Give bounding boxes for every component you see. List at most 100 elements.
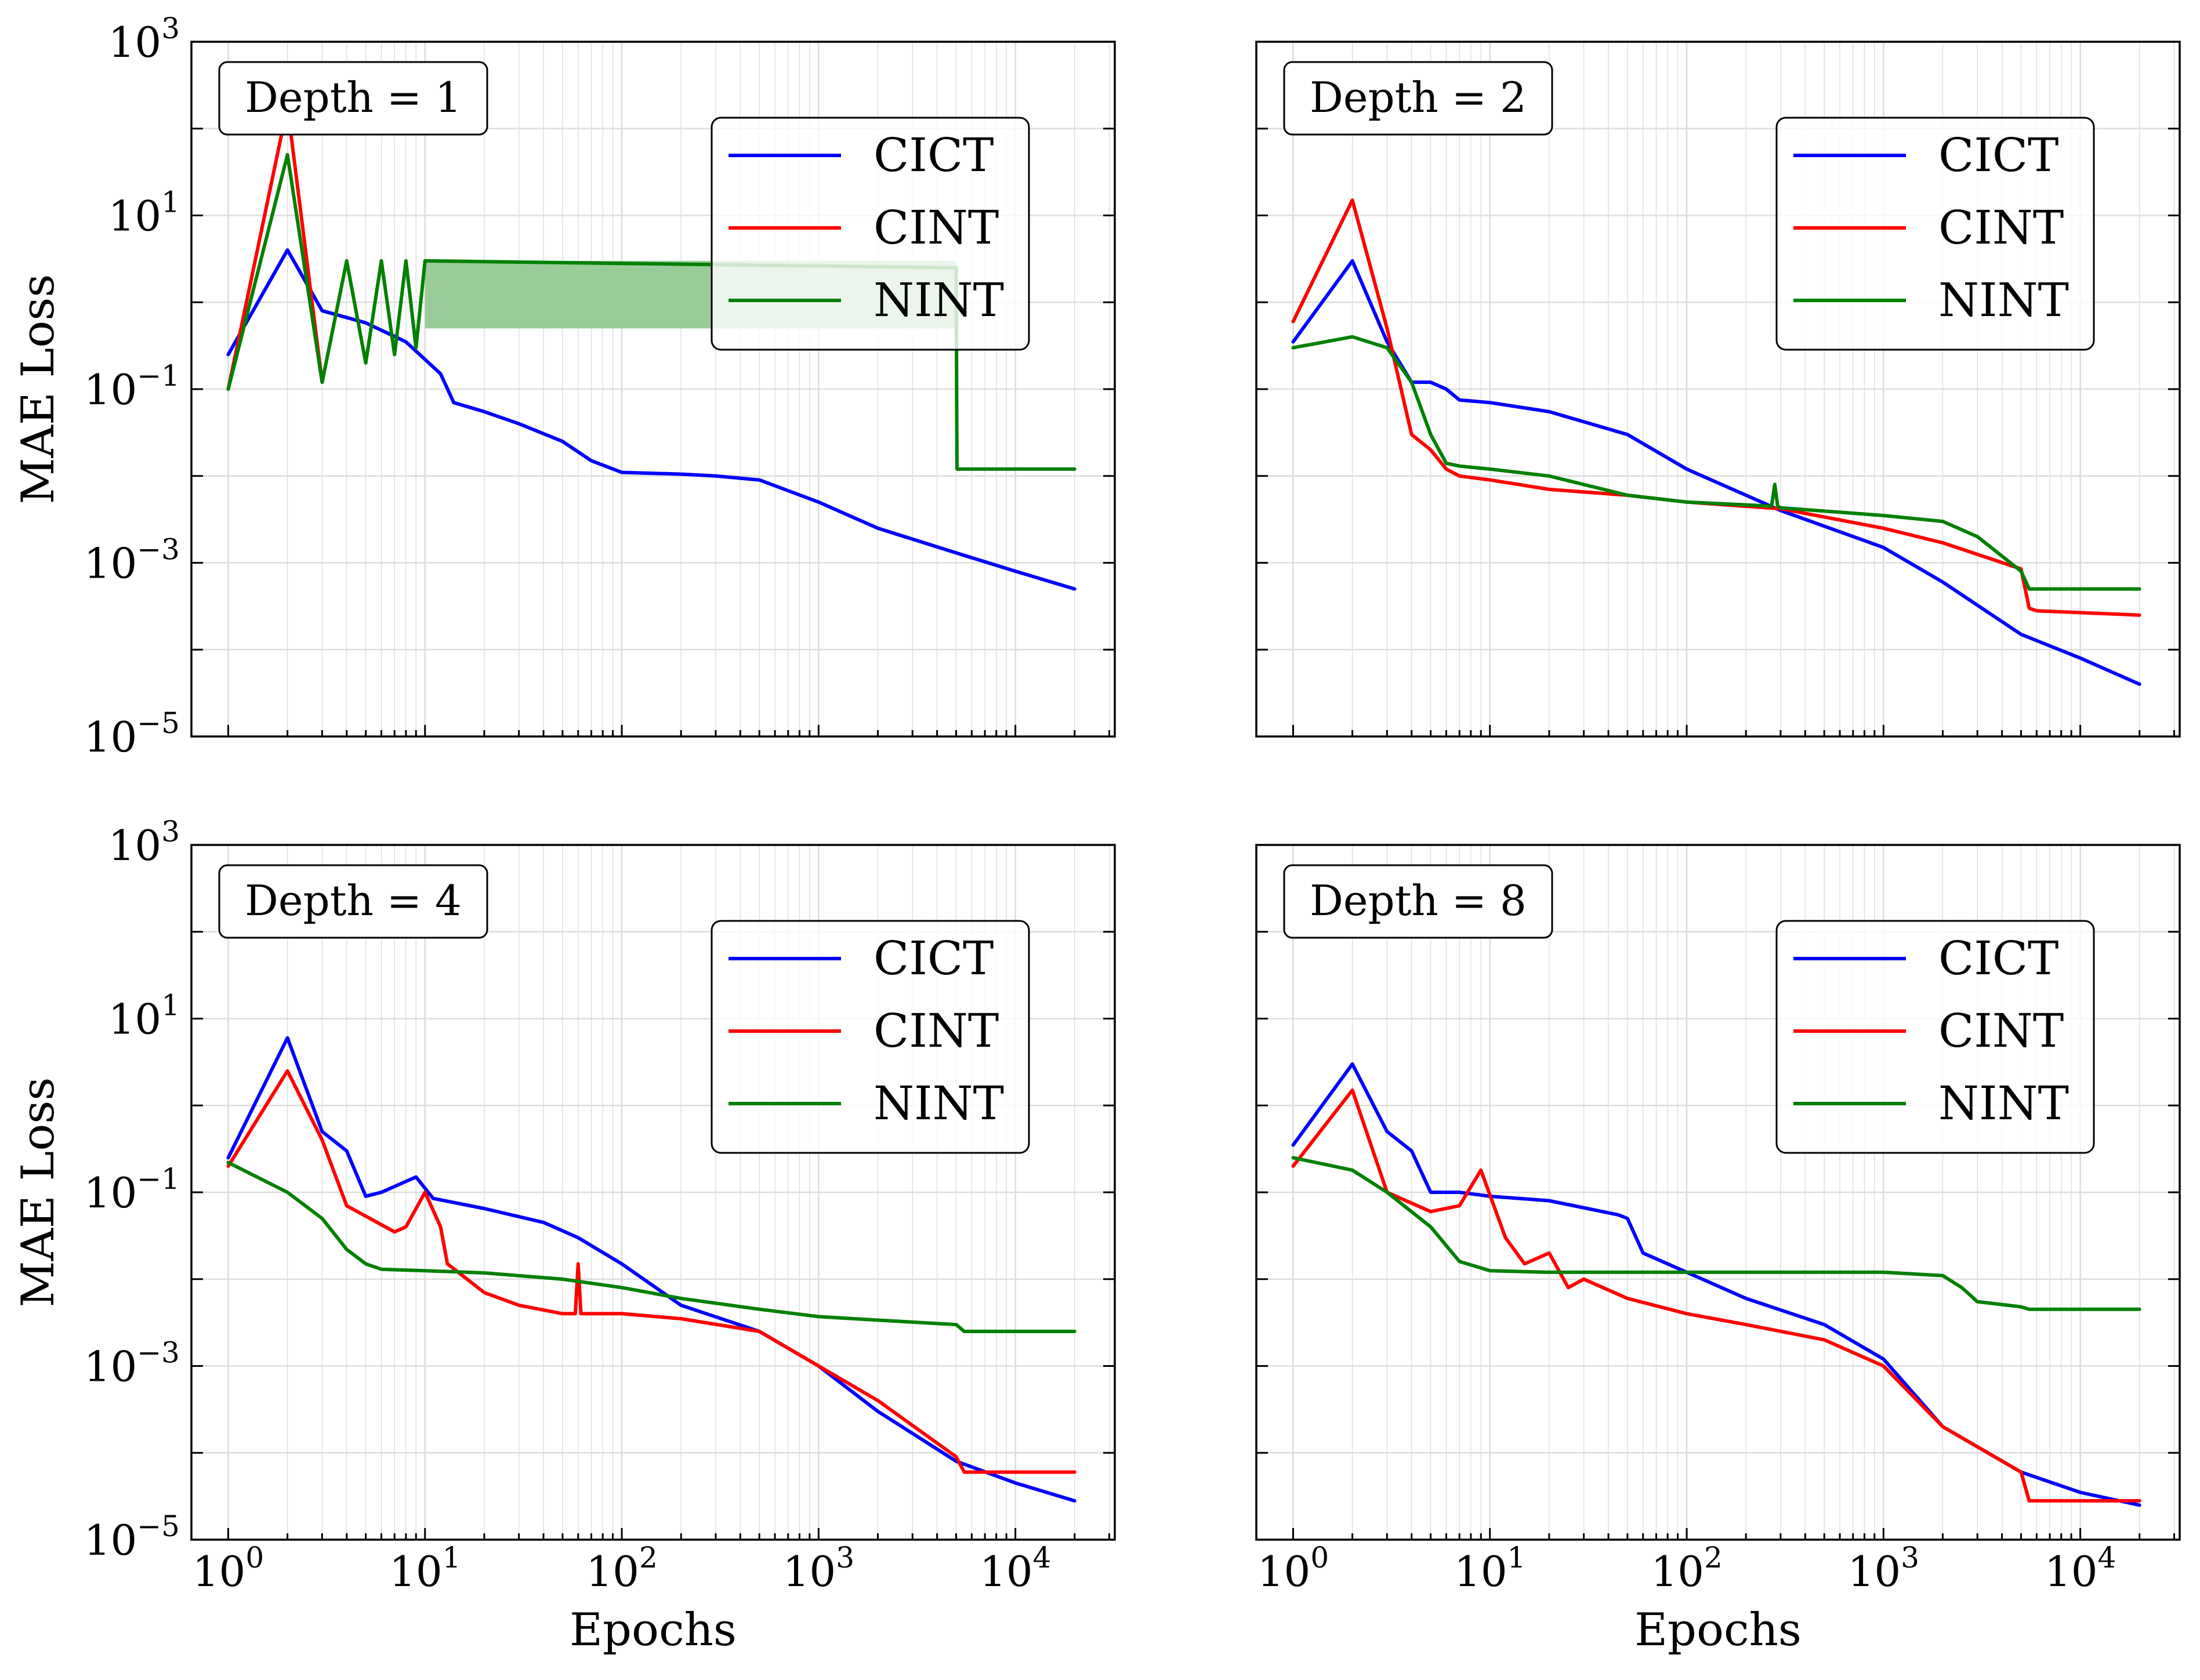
- legend-box: [1775, 920, 2095, 1154]
- series-group: [1291, 1062, 2141, 1507]
- legend-label-cict: CICT: [1938, 128, 2058, 182]
- y-tick-exponent: 1: [161, 989, 180, 1022]
- y-tick-base: 10: [108, 995, 162, 1044]
- series-cint-line: [226, 104, 324, 391]
- y-tick-base: 10: [108, 18, 162, 67]
- legend: CICT CINT NINT: [711, 920, 1030, 1154]
- series-cict-line: [226, 1036, 1077, 1503]
- y-tick-exponent: −3: [137, 1336, 180, 1370]
- y-tick-base: 10: [108, 192, 162, 241]
- legend-label-cict: CICT: [1938, 931, 2058, 985]
- x-tick-exponent: 0: [1310, 1541, 1329, 1574]
- x-tick-label: 102: [586, 1541, 657, 1596]
- legend-label-nint: NINT: [874, 273, 1004, 327]
- x-tick-exponent: 1: [1507, 1541, 1526, 1574]
- x-tick-exponent: 4: [2098, 1541, 2116, 1574]
- y-tick-label: 10−5: [84, 706, 180, 761]
- x-tick-exponent: 3: [836, 1541, 854, 1574]
- y-tick-label: 101: [108, 989, 180, 1044]
- x-axis-label: Epochs: [1634, 1604, 1802, 1656]
- legend-label-cint: CINT: [874, 201, 999, 255]
- series-nint-line: [226, 1160, 1077, 1333]
- x-tick-base: 10: [1454, 1547, 1507, 1596]
- x-tick-base: 10: [389, 1547, 443, 1596]
- y-tick-exponent: 3: [161, 815, 180, 848]
- x-tick-base: 10: [586, 1547, 639, 1596]
- y-tick-base: 10: [84, 365, 137, 414]
- panel-title-box: [1283, 864, 1553, 939]
- legend-box: [711, 117, 1030, 351]
- x-tick-exponent: 3: [1901, 1541, 1919, 1574]
- tick-marks: [191, 844, 1115, 1541]
- series-cint-line: [226, 1069, 1077, 1474]
- legend: CICT CINT NINT: [1775, 117, 2095, 351]
- y-tick-exponent: −1: [137, 1162, 180, 1196]
- y-tick-base: 10: [84, 1169, 137, 1217]
- chart-panel-3: 100 101 102 103 104Epochs10−510−310−1101103M…: [12, 815, 1116, 1656]
- x-tick-base: 10: [1848, 1547, 1901, 1596]
- panel-title: Depth = 8: [1310, 876, 1527, 925]
- x-tick-label: 104: [2045, 1541, 2116, 1596]
- y-tick-label: 10−5: [84, 1510, 180, 1565]
- x-tick-label: 100: [193, 1541, 264, 1596]
- series-nint-line: [1291, 1156, 2141, 1311]
- x-tick-exponent: 0: [245, 1541, 264, 1574]
- tick-marks: [191, 41, 1115, 738]
- legend-label-nint: NINT: [1938, 1076, 2069, 1130]
- y-tick-label: 10−3: [84, 533, 180, 588]
- x-tick-label: 103: [1848, 1541, 1919, 1596]
- y-tick-base: 10: [84, 1342, 137, 1391]
- x-tick-base: 10: [783, 1547, 836, 1596]
- legend-label-cict: CICT: [874, 128, 994, 182]
- legend-box: [1775, 117, 2095, 351]
- legend: CICT CINT NINT: [711, 117, 1030, 351]
- y-tick-exponent: −5: [137, 706, 180, 740]
- legend-label-nint: NINT: [1938, 273, 2069, 327]
- y-tick-base: 10: [84, 539, 137, 588]
- series-group: [226, 1036, 1077, 1503]
- panel-title-box: [1283, 61, 1553, 136]
- panel-title: Depth = 2: [1310, 73, 1527, 122]
- y-tick-label: 10−3: [84, 1336, 180, 1391]
- y-tick-base: 10: [108, 821, 162, 870]
- y-tick-exponent: −5: [137, 1510, 180, 1543]
- y-tick-label: 103: [108, 12, 180, 67]
- y-tick-label: 103: [108, 815, 180, 870]
- y-tick-base: 10: [84, 1516, 137, 1565]
- series-nint-line: [226, 153, 1077, 471]
- panel-title: Depth = 4: [245, 876, 462, 925]
- x-tick-exponent: 4: [1033, 1541, 1052, 1574]
- y-tick-label: 10−1: [84, 359, 180, 414]
- chart-panel-2: Depth = 2 CICT CINT NINT: [1255, 41, 2181, 738]
- x-tick-label: 101: [389, 1541, 461, 1596]
- x-tick-base: 10: [1651, 1547, 1704, 1596]
- x-tick-exponent: 2: [1704, 1541, 1723, 1574]
- y-tick-label: 101: [108, 186, 180, 241]
- legend-label-nint: NINT: [874, 1076, 1004, 1130]
- y-tick-exponent: −3: [137, 533, 180, 567]
- y-tick-label: 10−1: [84, 1162, 180, 1217]
- tick-marks: [1256, 41, 2180, 738]
- x-tick-label: 100: [1257, 1541, 1329, 1596]
- legend-label-cint: CINT: [874, 1004, 999, 1058]
- x-tick-base: 10: [2045, 1547, 2098, 1596]
- x-tick-label: 103: [783, 1541, 854, 1596]
- x-tick-label: 101: [1454, 1541, 1525, 1596]
- legend: CICT CINT NINT: [1775, 920, 2095, 1154]
- y-tick-exponent: 1: [161, 186, 180, 219]
- y-tick-base: 10: [84, 713, 137, 761]
- series-group: [1291, 198, 2141, 686]
- x-tick-label: 104: [980, 1541, 1051, 1596]
- x-tick-base: 10: [980, 1547, 1033, 1596]
- x-tick-base: 10: [193, 1547, 246, 1596]
- x-tick-label: 102: [1651, 1541, 1722, 1596]
- legend-label-cint: CINT: [1938, 1004, 2064, 1058]
- panel-title-box: [218, 864, 488, 939]
- x-tick-exponent: 1: [443, 1541, 461, 1574]
- x-tick-exponent: 2: [639, 1541, 658, 1574]
- legend-label-cint: CINT: [1938, 201, 2064, 255]
- series-nint-line: [1291, 335, 2141, 591]
